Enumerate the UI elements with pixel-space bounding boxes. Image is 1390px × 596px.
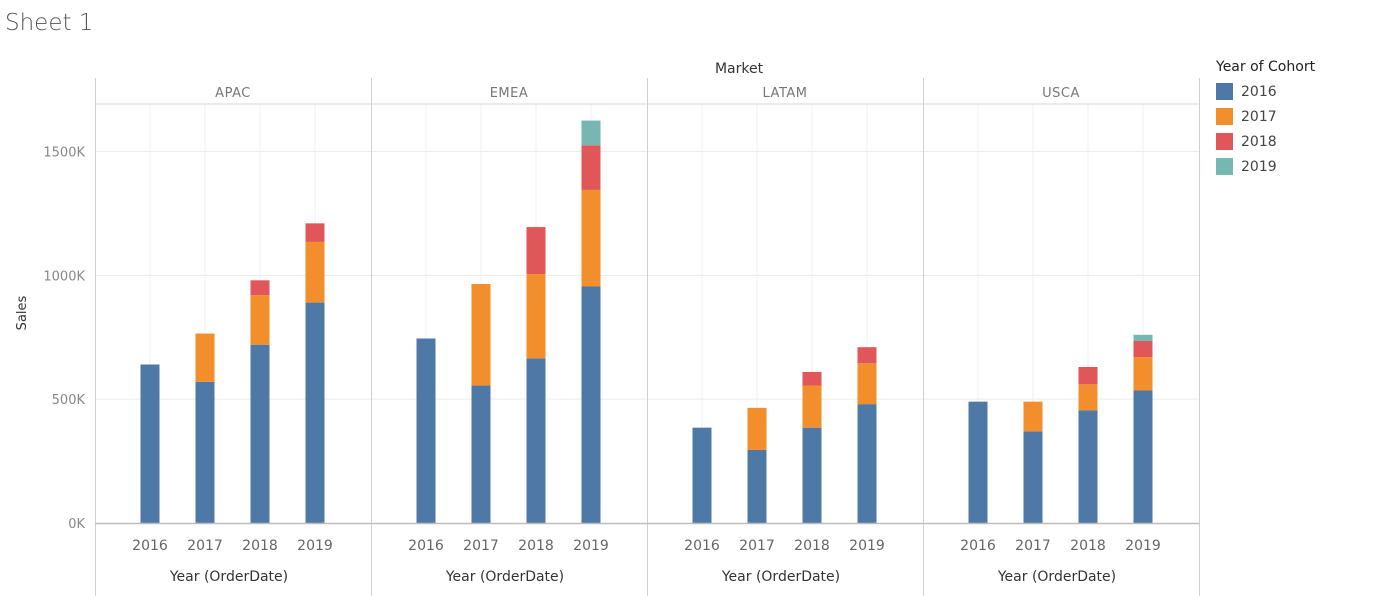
bar-emea-2017-cohort-2016 [471,385,491,523]
bar-emea-2017-cohort-2017 [471,284,491,386]
bar-apac-2017-cohort-2016 [195,381,215,523]
bar-usca-2019-cohort-2016 [1133,390,1153,523]
bar-latam-2018-cohort-2016 [802,427,822,523]
bar-emea-2016-cohort-2016 [416,338,436,523]
legend-swatch-2017 [1216,108,1233,125]
bar-latam-2016-cohort-2016 [692,427,712,523]
x-tick-label: 2016 [960,538,996,554]
panel-header-latam: LATAM [763,86,808,101]
legend-label: 2016 [1241,83,1277,100]
x-axis-label: Year (OrderDate) [445,569,564,585]
x-tick-label: 2017 [739,538,775,554]
y-axis-label: Sales [15,295,30,330]
x-tick-label: 2018 [242,538,278,554]
panel-header-apac: APAC [215,86,251,101]
bar-apac-2016-cohort-2016 [140,364,160,523]
bar-apac-2017-cohort-2017 [195,333,215,382]
column-header-title: Market [715,61,764,77]
x-tick-label: 2019 [849,538,885,554]
chart-canvas: Market 0K 500K 1000K 1500K Sales APAC 2016 2017 2… [15,61,1200,596]
bar-emea-2019-cohort-2016 [581,286,601,523]
bar-usca-2016-cohort-2016 [968,401,988,523]
bar-emea-2019-cohort-2018 [581,145,601,190]
bar-emea-2018-cohort-2017 [526,274,546,359]
x-tick-label: 2018 [518,538,554,554]
legend-item-2019[interactable]: 2019 [1216,154,1315,179]
bar-latam-2017-cohort-2016 [747,449,767,523]
bar-usca-2019-cohort-2019 [1133,334,1153,341]
x-tick-label: 2016 [684,538,720,554]
legend-label: 2017 [1241,108,1277,125]
x-tick-label: 2017 [463,538,499,554]
bar-usca-2017-cohort-2017 [1023,401,1043,432]
bar-usca-2017-cohort-2016 [1023,431,1043,523]
y-tick-label: 1500K [43,146,85,161]
bar-usca-2018-cohort-2017 [1078,384,1098,411]
x-axis-label: Year (OrderDate) [721,569,840,585]
sheet-title: Sheet 1 [5,10,94,36]
bar-usca-2018-cohort-2016 [1078,410,1098,523]
legend-item-2016[interactable]: 2016 [1216,79,1315,104]
x-tick-label: 2018 [794,538,830,554]
bar-usca-2019-cohort-2017 [1133,357,1153,391]
panel-header-emea: EMEA [490,86,529,101]
legend-swatch-2016 [1216,83,1233,100]
legend: Year of Cohort 2016 2017 2018 2019 [1216,59,1315,179]
legend-title: Year of Cohort [1216,59,1316,75]
bar-emea-2018-cohort-2016 [526,358,546,523]
legend-label: 2019 [1241,158,1277,175]
x-tick-label: 2019 [1125,538,1161,554]
x-tick-label: 2019 [297,538,333,554]
panel-header-usca: USCA [1042,86,1080,101]
bar-apac-2018-cohort-2017 [250,295,270,345]
bar-apac-2019-cohort-2016 [305,302,325,523]
x-tick-label: 2017 [1015,538,1051,554]
bar-latam-2019-cohort-2017 [857,363,877,405]
legend-label: 2018 [1241,133,1277,150]
y-tick-label: 1000K [43,269,85,284]
bar-latam-2019-cohort-2016 [857,404,877,523]
x-tick-label: 2019 [573,538,609,554]
x-axis-label: Year (OrderDate) [997,569,1116,585]
x-tick-label: 2016 [408,538,444,554]
bar-apac-2019-cohort-2018 [305,223,325,242]
legend-swatch-2018 [1216,133,1233,150]
bar-apac-2018-cohort-2018 [250,280,270,296]
bar-usca-2019-cohort-2018 [1133,340,1153,358]
bar-latam-2018-cohort-2017 [802,385,822,428]
legend-swatch-2019 [1216,158,1233,175]
bar-latam-2018-cohort-2018 [802,371,822,386]
x-tick-label: 2018 [1070,538,1106,554]
legend-item-2018[interactable]: 2018 [1216,129,1315,154]
bar-apac-2018-cohort-2016 [250,344,270,523]
bar-apac-2019-cohort-2017 [305,241,325,303]
y-tick-label: 0K [68,517,85,532]
bar-emea-2019-cohort-2017 [581,189,601,287]
legend-item-2017[interactable]: 2017 [1216,104,1315,129]
x-axis-label: Year (OrderDate) [169,569,288,585]
y-tick-label: 500K [52,393,86,408]
bar-emea-2018-cohort-2018 [526,227,546,275]
bar-latam-2019-cohort-2018 [857,347,877,364]
bar-emea-2019-cohort-2019 [581,120,601,146]
bar-usca-2018-cohort-2018 [1078,366,1098,385]
bar-latam-2017-cohort-2017 [747,407,767,450]
x-tick-label: 2016 [132,538,168,554]
x-tick-label: 2017 [187,538,223,554]
